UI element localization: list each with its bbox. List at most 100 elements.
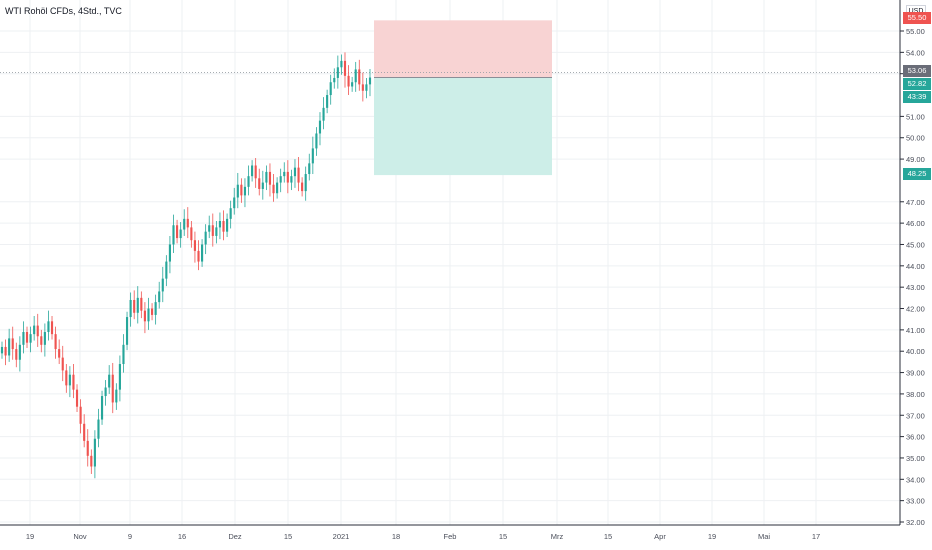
candle-body (276, 182, 279, 194)
candle-body (172, 225, 175, 245)
candle-body (261, 182, 264, 189)
candle-body (211, 225, 214, 236)
price-tick-label: 33.00 (906, 497, 925, 506)
stop-loss-zone[interactable] (374, 20, 552, 78)
chart-grid (0, 0, 900, 525)
candle-body (65, 370, 68, 386)
chart-title[interactable]: WTI Rohöl CFDs, 4Std., TVC (5, 6, 122, 16)
candle-body (333, 77, 336, 83)
price-tick-label: 38.00 (906, 390, 925, 399)
candle-body (240, 184, 243, 196)
price-tick-label: 40.00 (906, 347, 925, 356)
candle-body (308, 163, 311, 175)
candle-body (140, 297, 143, 311)
candle-body (54, 334, 57, 350)
candle-body (286, 171, 289, 183)
time-tick-label: 16 (178, 532, 186, 541)
candle-body (179, 229, 182, 239)
candle-body (236, 184, 239, 198)
candle-body (90, 455, 93, 467)
price-tick-label: 37.00 (906, 411, 925, 420)
candle-body (0, 346, 4, 354)
time-tick-label: Dez (228, 532, 242, 541)
take-profit-zone[interactable] (374, 77, 552, 176)
candle-body (254, 165, 257, 179)
candle-body (315, 133, 318, 149)
candle-body (143, 310, 146, 322)
price-tick-label: 51.00 (906, 112, 925, 121)
candle-body (79, 406, 82, 424)
candle-body (336, 67, 339, 78)
time-tick-label: Nov (73, 532, 87, 541)
candle-body (168, 244, 171, 262)
candle-body (279, 176, 282, 183)
price-tick-label: 47.00 (906, 198, 925, 207)
candle-body (268, 171, 272, 185)
candle-body (318, 120, 322, 134)
price-tick-label: 42.00 (906, 305, 925, 314)
candle-body (304, 174, 307, 192)
candle-body (290, 176, 293, 183)
candle-body (150, 308, 154, 315)
time-tick-label: Mai (758, 532, 770, 541)
candle-body (29, 334, 32, 343)
candle-body (365, 84, 368, 91)
candle-body (201, 244, 204, 262)
candle-body (93, 438, 96, 467)
candle-body (25, 332, 29, 343)
target-price-tag: 48.25 (903, 168, 931, 180)
candle-body (329, 82, 332, 96)
time-tick-label: Feb (444, 532, 457, 541)
price-tick-label: 54.00 (906, 48, 925, 57)
candle-body (50, 321, 54, 335)
candle-body (18, 344, 21, 360)
candle-body (75, 389, 79, 407)
candle-body (190, 227, 193, 241)
candle-body (161, 278, 164, 292)
candle-body (258, 178, 261, 189)
time-tick-label: 19 (708, 532, 716, 541)
candle-body (283, 171, 286, 177)
candlestick-series (0, 52, 372, 479)
price-tick-label: 39.00 (906, 369, 925, 378)
time-tick-label: 19 (26, 532, 34, 541)
candle-countdown-tag: 43:39 (903, 91, 931, 103)
candle-body (272, 184, 275, 194)
price-tick-label: 55.00 (906, 27, 925, 36)
candle-body (233, 197, 236, 209)
candle-body (47, 321, 50, 333)
candle-body (100, 396, 104, 420)
candle-body (218, 220, 222, 228)
price-tick-label: 34.00 (906, 475, 925, 484)
candle-body (61, 357, 64, 371)
candle-body (204, 231, 207, 245)
price-tick-label: 36.00 (906, 433, 925, 442)
candle-body (83, 423, 86, 441)
candle-body (11, 338, 14, 350)
price-tick-label: 32.00 (906, 518, 925, 527)
candle-body (186, 218, 189, 228)
candle-body (265, 171, 268, 183)
candle-body (68, 374, 71, 386)
candle-body (97, 419, 100, 439)
price-tick-label: 43.00 (906, 283, 925, 292)
candle-body (122, 344, 125, 365)
candle-body (129, 299, 132, 318)
candle-body (340, 60, 343, 68)
candle-body (8, 338, 11, 356)
candle-body (40, 336, 43, 345)
time-tick-label: 17 (812, 532, 820, 541)
candle-body (43, 332, 46, 345)
candle-body (243, 186, 247, 196)
time-tick-label: 15 (499, 532, 507, 541)
candle-body (136, 297, 139, 313)
candle-body (4, 346, 7, 356)
candle-body (226, 218, 229, 232)
candle-body (193, 240, 197, 251)
candle-body (229, 208, 232, 219)
candle-body (183, 218, 186, 230)
candle-body (36, 325, 39, 337)
candle-body (108, 374, 111, 388)
time-axis[interactable]: 19 Nov 9 16 Dez 15 2021 18 Feb 15 Mrz 15 Apr 19 Mai 17 (26, 532, 820, 541)
